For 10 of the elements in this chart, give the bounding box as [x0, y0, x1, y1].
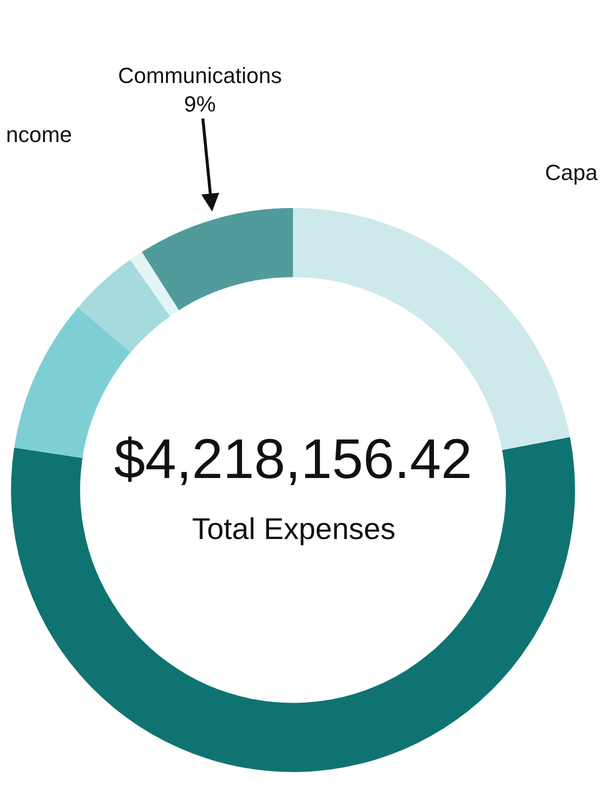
donut-slice [142, 208, 293, 310]
slice-label: Communications [118, 63, 282, 88]
text: ncome [6, 122, 72, 147]
data-label: 9% [184, 92, 216, 117]
donut-slice [130, 252, 179, 316]
text: $4,218,156.42 [114, 427, 472, 490]
text: Total Expenses [192, 513, 396, 546]
donut-slice [11, 437, 574, 772]
text: Capa [545, 160, 598, 185]
donut-slice [78, 260, 170, 352]
